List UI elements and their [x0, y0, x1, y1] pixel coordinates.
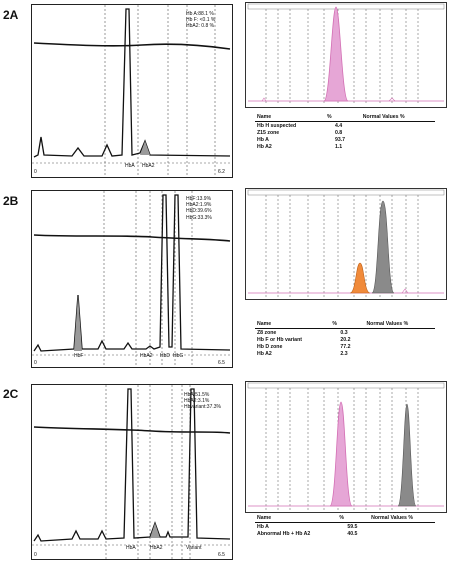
col-header: Name — [255, 514, 338, 523]
hplc-trace-2c — [32, 385, 232, 559]
cell: Z8 zone — [257, 329, 277, 336]
cell: Abnormal Hb + Hb A2 — [257, 530, 311, 537]
axis-label-end: 6.5 — [218, 552, 225, 558]
legend-line: HbA2:3.1% — [184, 398, 210, 405]
table-row: Z15 zone 0.8 — [255, 129, 435, 136]
results-table-2c: Name% Normal Values % Hb A 59.5 Abnormal H… — [255, 514, 435, 537]
col-header: Name — [255, 113, 325, 122]
peak-label-hbd: HbD — [160, 353, 171, 359]
cell: 0.3 — [340, 329, 348, 336]
table-row: Abnormal Hb + Hb A2 40.5 — [255, 530, 435, 537]
capillary-trace-2a — [247, 3, 445, 105]
capillary-chart-2b — [245, 188, 447, 300]
axis-label-start: 0 — [34, 169, 37, 175]
hplc-legend-2c: HbA:51.5% HbA2:3.1% Hbvariant:37.3% — [184, 392, 221, 411]
peak-label-variant: Variant — [186, 545, 202, 551]
cell: 4.4 — [334, 122, 343, 129]
hplc-trace-2a — [32, 5, 232, 177]
legend-line: HbG:33.3% — [186, 214, 212, 221]
legend-line: HbA2:1.9% — [186, 202, 212, 209]
results-table-2a: Name% Normal Values % Hb H suspected 4.4 Z… — [255, 113, 435, 151]
peak-label-hba2: HbA2 — [150, 545, 163, 551]
axis-label-end: 6.5 — [218, 360, 225, 366]
cell: Hb A2 — [257, 351, 272, 358]
col-header: Name — [255, 320, 331, 329]
capillary-chart-2a — [245, 2, 447, 108]
hplc-legend-2a: Hb A:88.1 % Hb F: <0.1 % HbA2: 0.8 % — [186, 11, 215, 30]
cell: 59.5 — [347, 523, 358, 530]
table-row: Hb H suspected 4.4 — [255, 122, 435, 130]
cell: Hb A2 — [257, 144, 272, 151]
peak-label-hbf: HbF — [74, 353, 84, 359]
capillary-chart-2c — [245, 381, 447, 513]
col-header: Normal Values % — [369, 514, 435, 523]
panel-label-2c: 2C — [3, 387, 19, 401]
table-row: Hb A 59.5 — [255, 523, 435, 531]
cell: Hb D zone — [257, 343, 283, 350]
axis-label-end: 6.2 — [218, 169, 225, 175]
legend-line: Hb F: <0.1 % — [186, 17, 216, 24]
hplc-legend-2b: HbF:13.9% HbA2:1.9% HbD:39.6% HbG:33.3% — [186, 196, 212, 221]
peak-label-hba2: HbA2 — [140, 353, 153, 359]
axis-label-start: 0 — [34, 552, 37, 558]
table-row: Hb F or Hb variant 20.2 — [255, 336, 435, 343]
col-header: Normal Values % — [364, 320, 435, 329]
peak-label-hba: HbA — [125, 163, 135, 169]
table-row: Hb A2 1.1 — [255, 144, 435, 151]
peak-label-hba: HbA — [126, 545, 136, 551]
col-header: % — [330, 320, 365, 329]
peak-label-hba2: HbA2 — [142, 163, 155, 169]
results-table-2b: Name% Normal Values % Z8 zone 0.3 Hb F or … — [255, 320, 435, 358]
cell: Hb H suspected — [257, 122, 297, 129]
col-header: % — [324, 113, 361, 122]
panel-label-2b: 2B — [3, 194, 19, 208]
legend-line: HbD:39.6% — [186, 208, 212, 215]
table-row: Z8 zone 0.3 — [255, 329, 435, 337]
col-header: Normal Values % — [360, 113, 435, 122]
cell: 77.2 — [340, 343, 351, 350]
capillary-trace-2b — [247, 189, 445, 297]
hplc-trace-2b — [32, 191, 232, 367]
cell: Z15 zone — [257, 129, 280, 136]
table-row: Hb A2 2.3 — [255, 351, 435, 358]
hplc-chart-2a: Hb A:88.1 % Hb F: <0.1 % HbA2: 0.8 % HbA… — [31, 4, 233, 178]
peak-label-hbg: HbG — [173, 353, 184, 359]
legend-line: HbA2: 0.8 % — [186, 23, 215, 30]
cell: 40.5 — [347, 530, 358, 537]
hplc-chart-2b: HbF:13.9% HbA2:1.9% HbD:39.6% HbG:33.3% … — [31, 190, 233, 368]
cell: 2.3 — [340, 351, 348, 358]
cell: 1.1 — [334, 144, 343, 151]
cell: 93.7 — [334, 136, 346, 143]
cell: Hb F or Hb variant — [257, 336, 302, 343]
col-header: % — [337, 514, 370, 523]
table-row: Hb D zone 77.2 — [255, 343, 435, 350]
cell: Hb A — [257, 523, 269, 530]
cell: Hb A — [257, 136, 269, 143]
table-row: Hb A 93.7 — [255, 136, 435, 143]
legend-line: HbA:51.5% — [184, 392, 210, 398]
legend-line: Hb A:88.1 % — [186, 11, 214, 17]
capillary-trace-2c — [247, 382, 445, 510]
axis-label-start: 0 — [34, 360, 37, 366]
legend-line: Hbvariant:37.3% — [184, 404, 221, 411]
cell: 0.8 — [334, 129, 343, 136]
legend-line: HbF:13.9% — [186, 196, 212, 202]
panel-label-2a: 2A — [3, 8, 19, 22]
hplc-chart-2c: HbA:51.5% HbA2:3.1% Hbvariant:37.3% HbA … — [31, 384, 233, 560]
cell: 20.2 — [340, 336, 351, 343]
